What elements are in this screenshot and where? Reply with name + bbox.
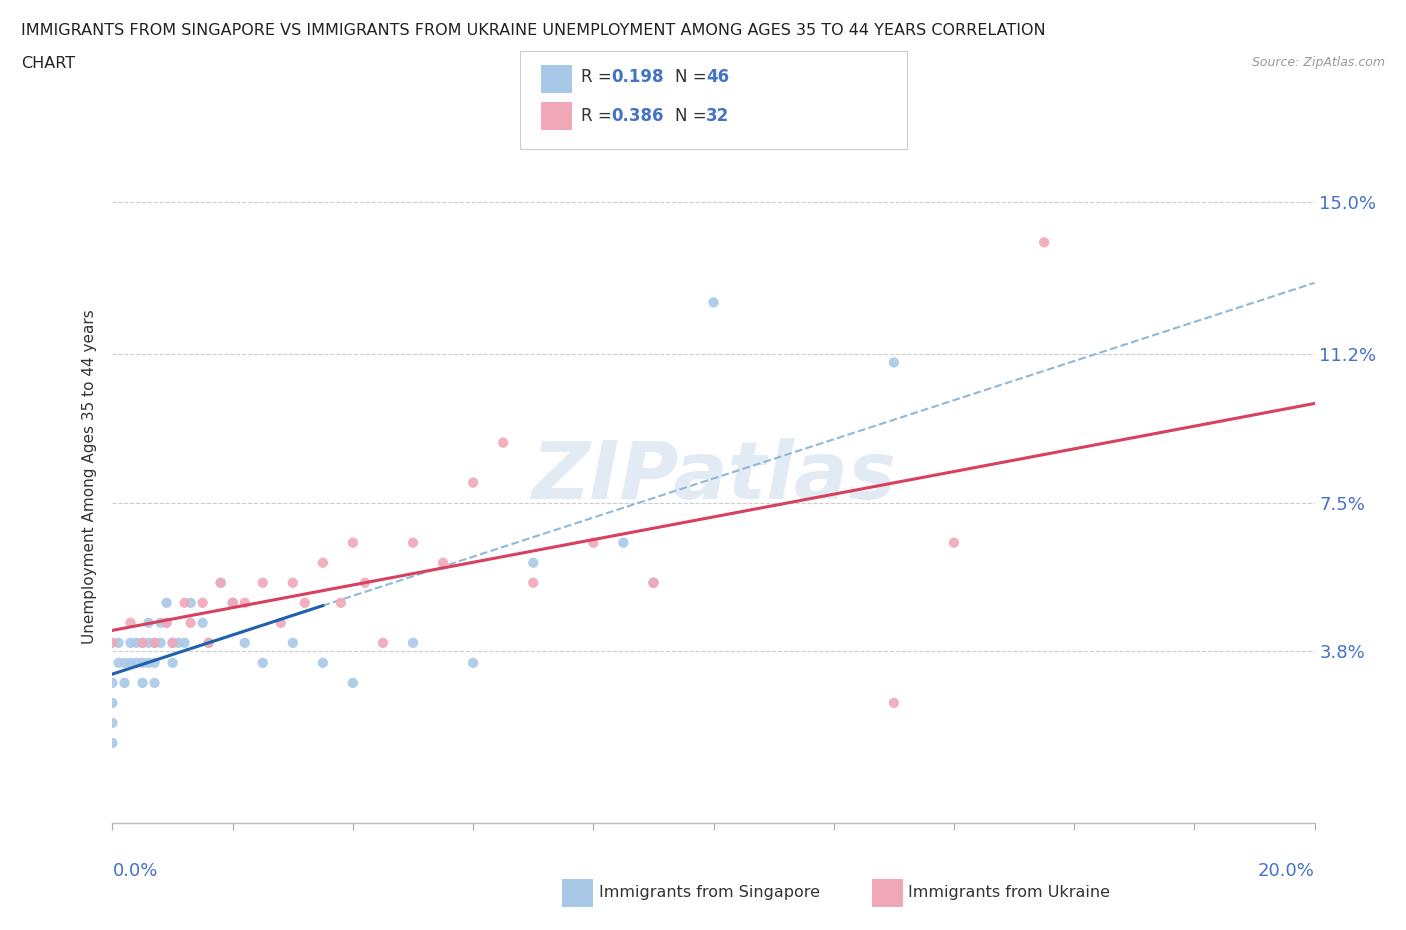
Point bbox=[252, 656, 274, 671]
Point bbox=[209, 576, 232, 591]
Point bbox=[1033, 235, 1056, 250]
Point bbox=[209, 576, 232, 591]
Point bbox=[143, 656, 166, 671]
Point bbox=[155, 616, 177, 631]
Point bbox=[312, 656, 335, 671]
Point bbox=[131, 635, 153, 650]
Point bbox=[125, 656, 148, 671]
Text: ZIPatlas: ZIPatlas bbox=[531, 438, 896, 515]
Point bbox=[461, 475, 484, 490]
Text: CHART: CHART bbox=[21, 56, 75, 71]
Point bbox=[643, 576, 665, 591]
Point bbox=[180, 616, 202, 631]
Text: Immigrants from Ukraine: Immigrants from Ukraine bbox=[908, 885, 1111, 900]
Point bbox=[197, 635, 219, 650]
Point bbox=[120, 616, 142, 631]
Point bbox=[173, 595, 195, 610]
Text: N =: N = bbox=[675, 107, 711, 126]
Text: R =: R = bbox=[581, 107, 617, 126]
Point bbox=[342, 675, 364, 690]
Point bbox=[702, 295, 725, 310]
Point bbox=[101, 675, 124, 690]
Point bbox=[143, 635, 166, 650]
Point bbox=[138, 616, 160, 631]
Point bbox=[125, 635, 148, 650]
Point bbox=[281, 635, 304, 650]
Point bbox=[252, 576, 274, 591]
Point bbox=[281, 576, 304, 591]
Text: N =: N = bbox=[675, 68, 711, 86]
Y-axis label: Unemployment Among Ages 35 to 44 years: Unemployment Among Ages 35 to 44 years bbox=[82, 310, 97, 644]
Point bbox=[522, 576, 544, 591]
Point bbox=[643, 576, 665, 591]
Text: Source: ZipAtlas.com: Source: ZipAtlas.com bbox=[1251, 56, 1385, 69]
Point bbox=[883, 696, 905, 711]
Text: Immigrants from Singapore: Immigrants from Singapore bbox=[599, 885, 820, 900]
Point bbox=[120, 656, 142, 671]
Point bbox=[131, 675, 153, 690]
Point bbox=[173, 635, 195, 650]
Point bbox=[942, 536, 965, 551]
Point bbox=[114, 675, 136, 690]
Point bbox=[107, 656, 129, 671]
Point bbox=[191, 616, 214, 631]
Text: 20.0%: 20.0% bbox=[1258, 862, 1315, 880]
Text: R =: R = bbox=[581, 68, 617, 86]
Text: 0.0%: 0.0% bbox=[112, 862, 157, 880]
Point bbox=[270, 616, 292, 631]
Point bbox=[432, 555, 454, 570]
Point bbox=[294, 595, 316, 610]
Point bbox=[612, 536, 634, 551]
Point bbox=[180, 595, 202, 610]
Point bbox=[162, 635, 184, 650]
Point bbox=[883, 355, 905, 370]
Point bbox=[155, 616, 177, 631]
Point bbox=[233, 595, 256, 610]
Point bbox=[143, 675, 166, 690]
Point bbox=[120, 635, 142, 650]
Point bbox=[354, 576, 377, 591]
Text: 0.198: 0.198 bbox=[612, 68, 664, 86]
Point bbox=[143, 635, 166, 650]
Point bbox=[342, 536, 364, 551]
Point bbox=[131, 635, 153, 650]
Point bbox=[312, 555, 335, 570]
Point bbox=[329, 595, 352, 610]
Text: IMMIGRANTS FROM SINGAPORE VS IMMIGRANTS FROM UKRAINE UNEMPLOYMENT AMONG AGES 35 : IMMIGRANTS FROM SINGAPORE VS IMMIGRANTS … bbox=[21, 23, 1046, 38]
Point bbox=[582, 536, 605, 551]
Point bbox=[371, 635, 394, 650]
Point bbox=[167, 635, 190, 650]
Point bbox=[402, 536, 425, 551]
Point bbox=[107, 635, 129, 650]
Point bbox=[149, 616, 172, 631]
Point bbox=[101, 635, 124, 650]
Text: 0.386: 0.386 bbox=[612, 107, 664, 126]
Point bbox=[197, 635, 219, 650]
Point bbox=[138, 656, 160, 671]
Point bbox=[162, 635, 184, 650]
Point bbox=[402, 635, 425, 650]
Point bbox=[155, 595, 177, 610]
Point bbox=[101, 715, 124, 730]
Text: 46: 46 bbox=[706, 68, 728, 86]
Point bbox=[114, 656, 136, 671]
Text: 32: 32 bbox=[706, 107, 730, 126]
Point bbox=[138, 635, 160, 650]
Point bbox=[522, 555, 544, 570]
Point bbox=[162, 656, 184, 671]
Point bbox=[233, 635, 256, 650]
Point bbox=[101, 696, 124, 711]
Point bbox=[222, 595, 245, 610]
Point bbox=[191, 595, 214, 610]
Point bbox=[149, 635, 172, 650]
Point bbox=[461, 656, 484, 671]
Point bbox=[131, 656, 153, 671]
Point bbox=[492, 435, 515, 450]
Point bbox=[222, 595, 245, 610]
Point bbox=[101, 736, 124, 751]
